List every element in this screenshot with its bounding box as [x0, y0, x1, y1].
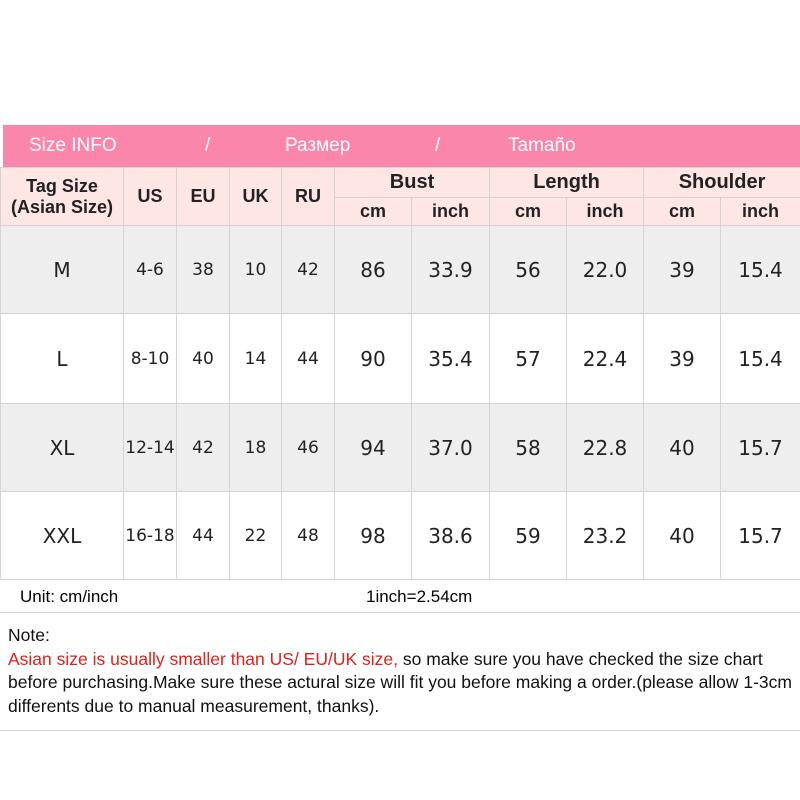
header-cm: cm [489, 197, 568, 226]
header-tag-size: Tag Size (Asian Size) [0, 167, 124, 226]
unit-label: Unit: cm/inch [20, 587, 119, 606]
table-cell: 4-6 [123, 225, 177, 314]
table-cell: XL [0, 403, 124, 492]
table-cell: 22.8 [566, 403, 645, 492]
header-cm: cm [643, 197, 722, 226]
title-bar: Size INFO / Размер / Tamaño [3, 125, 800, 167]
table-cell: 90 [334, 313, 412, 404]
title-en: Size INFO [29, 135, 117, 156]
table-cell: 40 [643, 403, 722, 492]
table-cell: 42 [176, 403, 230, 492]
note: Note: Asian size is usually smaller than… [8, 624, 798, 718]
conversion-label: 1inch=2.54cm [366, 587, 473, 606]
table-cell: 8-10 [123, 313, 177, 404]
note-box [0, 612, 800, 731]
table-cell: 18 [229, 403, 282, 492]
header-inch: inch [566, 197, 645, 226]
table-cell: L [0, 313, 124, 404]
table-cell: 44 [281, 313, 335, 404]
table-cell: 16-18 [123, 491, 177, 580]
header-uk: UK [229, 167, 282, 226]
table-cell: 48 [281, 491, 335, 580]
table-cell: 22.4 [566, 313, 645, 404]
table-cell: 40 [643, 491, 722, 580]
unit-row: Unit: cm/inch 1inch=2.54cm [0, 580, 800, 613]
table-row: M 4-6 38 10 42 86 33.9 56 22.0 39 15.4 [0, 225, 800, 314]
table-cell: 38 [176, 225, 230, 314]
table-row: XL 12-14 42 18 46 94 37.0 58 22.8 40 15.7 [0, 403, 800, 492]
title-sep: / [205, 135, 211, 156]
table-cell: 10 [229, 225, 282, 314]
table-cell: 59 [489, 491, 568, 580]
table-cell: 37.0 [410, 403, 491, 492]
table-cell: 57 [489, 313, 568, 404]
table-cell: 38.6 [410, 491, 491, 580]
table-cell: 39 [643, 225, 722, 314]
header-shoulder: Shoulder [643, 167, 800, 198]
header-inch: inch [410, 197, 491, 226]
table-cell: 14 [229, 313, 282, 404]
table-cell: 98 [334, 491, 412, 580]
title-es: Tamaño [508, 135, 576, 156]
table-cell: M [0, 225, 124, 314]
title-sep: / [435, 135, 441, 156]
table-cell: XXL [0, 491, 124, 580]
table-cell: 86 [334, 225, 412, 314]
table-cell: 44 [176, 491, 230, 580]
size-table: Tag Size (Asian Size) US EU UK RU Bust Le… [0, 167, 800, 580]
header-ru: RU [281, 167, 335, 226]
note-text: so make sure you have checked the size c… [8, 648, 792, 716]
table-cell: 15.7 [720, 491, 800, 580]
header-inch: inch [720, 197, 800, 226]
table-cell: 15.4 [720, 225, 800, 314]
table-cell: 40 [176, 313, 230, 404]
header-us: US [123, 167, 177, 226]
table-cell: 33.9 [410, 225, 491, 314]
table-cell: 42 [281, 225, 335, 314]
table-cell: 94 [334, 403, 412, 492]
table-cell: 22.0 [566, 225, 645, 314]
table-row: L 8-10 40 14 44 90 35.4 57 22.4 39 15.4 [0, 313, 800, 404]
note-label: Note: [8, 625, 50, 645]
table-cell: 46 [281, 403, 335, 492]
table-cell: 23.2 [566, 491, 645, 580]
table-cell: 15.4 [720, 313, 800, 404]
header-bust: Bust [333, 167, 491, 198]
table-cell: 35.4 [410, 313, 491, 404]
table-cell: 39 [643, 313, 722, 404]
table-row: XXL 16-18 44 22 48 98 38.6 59 23.2 40 15.7 [0, 491, 800, 580]
table-cell: 12-14 [123, 403, 177, 492]
table-cell: 22 [229, 491, 282, 580]
table-cell: 58 [489, 403, 568, 492]
note-warning: Asian size is usually smaller than US/ E… [8, 648, 398, 669]
header-eu: EU [176, 167, 230, 226]
title-ru: Размер [285, 135, 351, 156]
header-cm: cm [334, 197, 412, 226]
header-length: Length [489, 167, 645, 198]
table-cell: 15.7 [720, 403, 800, 492]
table-cell: 56 [489, 225, 568, 314]
